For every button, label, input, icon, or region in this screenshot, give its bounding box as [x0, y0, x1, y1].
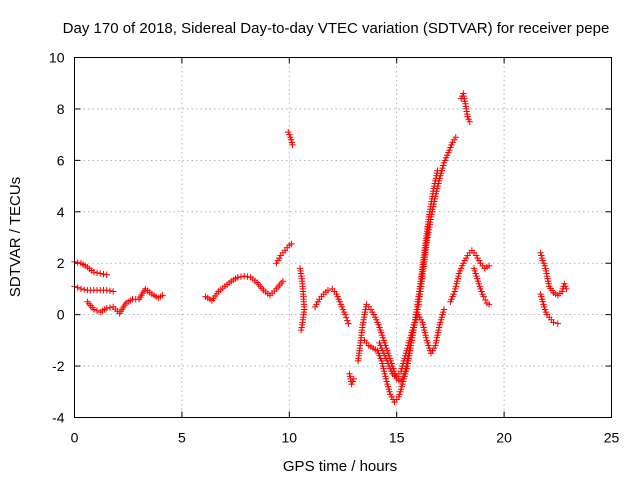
data-point-interp [93, 269, 101, 277]
y-tick-label: 2 [57, 255, 65, 271]
data-point [554, 320, 561, 327]
data-point [90, 269, 98, 276]
data-point-interp [100, 270, 107, 278]
data-point [159, 292, 166, 299]
x-tick-label: 15 [389, 430, 405, 446]
data-point-interp [482, 296, 489, 304]
y-tick-label: 8 [57, 101, 65, 117]
data-point-interp [80, 286, 88, 293]
data-point [109, 288, 117, 295]
y-tick-label: 4 [57, 204, 65, 220]
y-tick-label: 6 [57, 152, 65, 168]
chart-title: Day 170 of 2018, Sidereal Day-to-day VTE… [63, 20, 610, 37]
data-point [466, 118, 473, 125]
x-tick-label: 20 [496, 430, 512, 446]
data-point-interp [106, 304, 114, 311]
x-tick-label: 25 [604, 430, 620, 446]
y-tick-label: -4 [52, 410, 65, 426]
data-point [452, 134, 459, 141]
data-point [341, 311, 349, 318]
data-point [563, 285, 570, 293]
data-point-interp [344, 317, 351, 324]
data-point [240, 272, 248, 280]
data-point [103, 271, 110, 278]
data-point [485, 301, 493, 308]
data-point-interp [244, 273, 251, 280]
data-point-interp [106, 287, 114, 295]
x-axis-label: GPS time / hours [283, 458, 397, 475]
data-point [350, 375, 357, 383]
data-point-interp [74, 259, 81, 266]
data-point [485, 262, 493, 269]
data-point [103, 287, 110, 294]
data-point [345, 320, 352, 327]
plot-frame [74, 57, 612, 418]
data-point [434, 167, 441, 174]
data-point-interp [343, 314, 350, 321]
x-tick-label: 10 [282, 430, 298, 446]
grid [74, 57, 612, 418]
y-axis-label: SDTVAR / TECUs [7, 177, 24, 297]
data-point [480, 293, 487, 300]
data-point [440, 306, 448, 313]
data-point [289, 141, 296, 149]
data-point-interp [74, 284, 81, 291]
y-tick-label: 10 [49, 50, 65, 66]
data-point [279, 278, 287, 285]
y-tick-label: -2 [52, 358, 65, 374]
data-point [288, 240, 295, 248]
data-point [324, 287, 332, 294]
x-tick-label: 0 [71, 430, 79, 446]
data-point-interp [237, 273, 245, 280]
data-point [77, 285, 85, 293]
data-point-interp [93, 307, 101, 314]
data-point [90, 306, 98, 313]
data-point [297, 326, 305, 334]
x-tick-label: 5 [178, 430, 186, 446]
data-point [103, 305, 110, 312]
data-point [234, 274, 241, 281]
data-points [71, 90, 570, 406]
y-tick-label: 0 [57, 307, 65, 323]
data-point [97, 270, 104, 277]
data-point [550, 319, 557, 326]
